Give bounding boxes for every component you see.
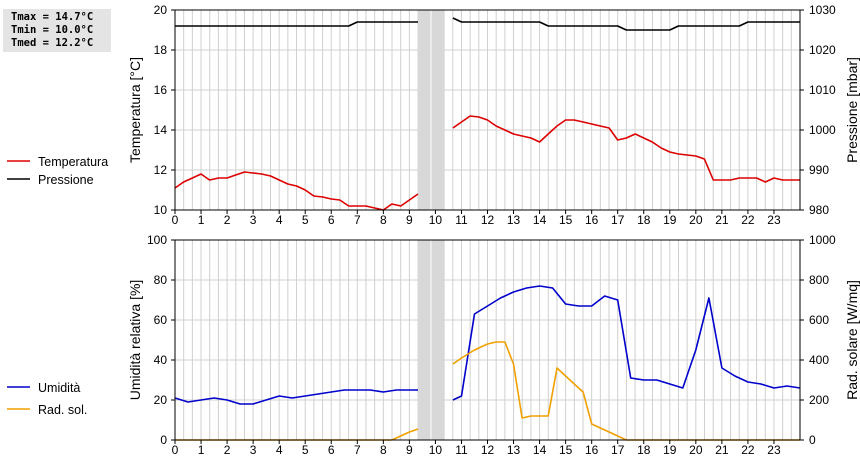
top-y2label: Pressione [mbar]: [844, 57, 860, 163]
bottom-x-tick-label: 12: [481, 443, 495, 457]
top-x-tick-label: 11: [455, 213, 468, 227]
bottom-y-tick-label: 0: [160, 433, 167, 447]
top-x-tick-label: 2: [224, 213, 231, 227]
legend-label-radiazione: Rad. sol.: [38, 403, 87, 417]
top-y2-tick-label: 980: [809, 203, 829, 217]
top-x-tick-label: 6: [328, 213, 335, 227]
top-x-tick-label: 7: [354, 213, 361, 227]
series-line-pressione: [452, 17, 800, 31]
bottom-x-tick-label: 9: [406, 443, 413, 457]
bottom-x-tick-label: 19: [663, 443, 677, 457]
bottom-x-tick-label: 4: [276, 443, 283, 457]
top-x-tick-label: 19: [663, 213, 677, 227]
bottom-x-tick-label: 6: [328, 443, 335, 457]
bottom-x-tick-label: 8: [380, 443, 387, 457]
bottom-x-tick-label: 7: [354, 443, 361, 457]
bottom-x-tick-label: 15: [559, 443, 573, 457]
bottom-x-tick-label: 1: [198, 443, 205, 457]
top-x-tick-label: 13: [507, 213, 521, 227]
top-y2-tick-label: 1010: [809, 83, 836, 97]
top-x-tick-label: 20: [689, 213, 703, 227]
top-y-tick-label: 12: [154, 163, 168, 177]
top-y-tick-label: 18: [154, 43, 168, 57]
bottom-x-tick-label: 10: [429, 443, 443, 457]
bottom-y-tick-label: 100: [147, 233, 167, 247]
top-x-tick-label: 5: [302, 213, 309, 227]
bottom-y-tick-label: 40: [154, 353, 168, 367]
top-x-tick-label: 4: [276, 213, 283, 227]
bottom-x-tick-label: 11: [455, 443, 468, 457]
top-x-tick-label: 18: [637, 213, 651, 227]
series-line-umidit: [452, 285, 801, 401]
bottom-x-tick-label: 17: [611, 443, 625, 457]
top-legend: Temperatura Pressione: [7, 155, 108, 187]
tmax-label: Tmax = 14.7°C: [11, 11, 94, 23]
bottom-ylabel: Umidità relativa [%]: [127, 280, 143, 401]
bottom-y2label: Rad. solare [W/mq]: [844, 280, 860, 400]
top-y-tick-label: 20: [154, 3, 168, 17]
top-x-tick-label: 3: [250, 213, 257, 227]
series-line-rad-sol: [452, 341, 800, 441]
top-x-tick-label: 16: [585, 213, 599, 227]
top-ylabel: Temperatura [°C]: [127, 57, 143, 163]
top-y2-tick-label: 1000: [809, 123, 836, 137]
bottom-x-tick-label: 16: [585, 443, 599, 457]
bottom-y2-tick-label: 600: [809, 313, 829, 327]
stats-box: Tmax = 14.7°C Tmin = 10.0°C Tmed = 12.2°…: [3, 9, 111, 52]
top-y-tick-label: 10: [154, 203, 168, 217]
bottom-x-tick-label: 3: [250, 443, 257, 457]
temperature-pressure-plot: 0 1 2 3 4 5 6 7 8 9 10 11 12 13 14 15 16 17 18 19 20 21 22 2310…: [154, 3, 836, 227]
bottom-y2-tick-label: 0: [809, 433, 816, 447]
bottom-x-tick-label: 5: [302, 443, 309, 457]
bottom-x-tick-label: 20: [689, 443, 703, 457]
legend-label-temperatura: Temperatura: [38, 155, 108, 169]
top-y-tick-label: 16: [154, 83, 168, 97]
bottom-x-tick-label: 21: [715, 443, 729, 457]
top-x-tick-label: 9: [406, 213, 413, 227]
top-y2-tick-label: 1020: [809, 43, 836, 57]
bottom-y-tick-label: 80: [154, 273, 168, 287]
top-x-tick-label: 17: [611, 213, 625, 227]
top-x-tick-label: 10: [429, 213, 443, 227]
bottom-y2-tick-label: 1000: [809, 233, 836, 247]
bottom-y-tick-label: 60: [154, 313, 168, 327]
tmin-label: Tmin = 10.0°C: [11, 24, 94, 36]
bottom-x-tick-label: 14: [533, 443, 547, 457]
top-x-tick-label: 8: [380, 213, 387, 227]
top-x-tick-label: 21: [715, 213, 729, 227]
tmed-label: Tmed = 12.2°C: [11, 37, 94, 49]
bottom-y2-tick-label: 800: [809, 273, 829, 287]
bottom-y2-tick-label: 400: [809, 353, 829, 367]
top-x-tick-label: 1: [198, 213, 205, 227]
top-x-tick-label: 12: [481, 213, 495, 227]
series-line-temperatura: [174, 171, 419, 211]
top-x-tick-label: 22: [741, 213, 755, 227]
top-x-tick-label: 15: [559, 213, 573, 227]
series-line-pressione: [175, 21, 418, 27]
legend-label-pressione: Pressione: [38, 173, 94, 187]
bottom-x-tick-label: 22: [741, 443, 755, 457]
bottom-x-tick-label: 23: [767, 443, 781, 457]
series-line-umidit: [174, 389, 418, 405]
top-y2-tick-label: 990: [809, 163, 829, 177]
bottom-y-tick-label: 20: [154, 393, 168, 407]
top-y-tick-label: 14: [154, 123, 168, 137]
legend-label-umidita: Umidità: [38, 381, 80, 395]
bottom-x-tick-label: 0: [172, 443, 179, 457]
top-x-tick-label: 23: [767, 213, 781, 227]
bottom-x-tick-label: 13: [507, 443, 521, 457]
bottom-legend: Umidità Rad. sol.: [7, 381, 87, 417]
humidity-radiation-plot: 0 1 2 3 4 5 6 7 8 9 10 11 12 13 14 15 16 17 18 19 20 21 22 2302…: [147, 233, 836, 457]
top-x-tick-label: 0: [172, 213, 179, 227]
bottom-x-tick-label: 2: [224, 443, 231, 457]
bottom-x-tick-label: 18: [637, 443, 651, 457]
top-y2-tick-label: 1030: [809, 3, 836, 17]
top-x-tick-label: 14: [533, 213, 547, 227]
series-line-temperatura: [452, 115, 800, 183]
bottom-y2-tick-label: 200: [809, 393, 829, 407]
